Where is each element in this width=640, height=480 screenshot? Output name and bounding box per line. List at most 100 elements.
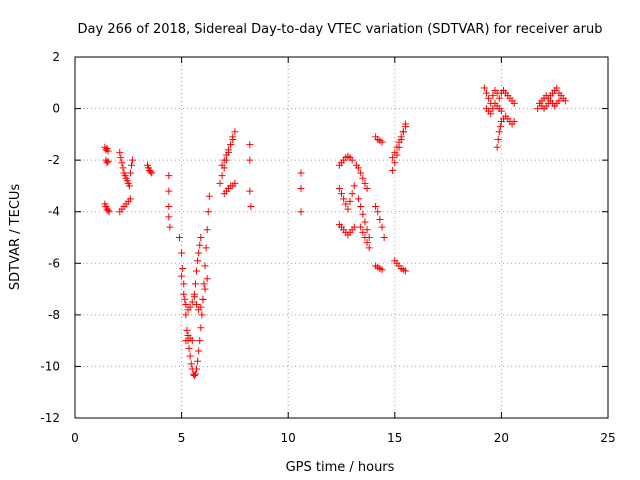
- series-arc-15c: [391, 257, 409, 275]
- data-point: [359, 210, 367, 218]
- series-arc-19.5b: [482, 99, 505, 118]
- data-point: [231, 128, 239, 136]
- series-arc-19.5: [480, 84, 518, 107]
- data-point: [489, 92, 497, 100]
- x-tick-labels: 0 5 10 15 20 25: [71, 431, 615, 445]
- data-point: [555, 97, 563, 105]
- series-arc-14.3b: [372, 203, 388, 241]
- data-point: [363, 185, 371, 193]
- data-point: [193, 267, 201, 275]
- data-point: [191, 280, 199, 288]
- data-point: [125, 182, 133, 190]
- data-point: [193, 365, 201, 373]
- data-point: [182, 337, 190, 345]
- data-point: [182, 301, 190, 309]
- x-tick-label: 25: [600, 431, 615, 445]
- data-point: [201, 262, 209, 270]
- data-point: [229, 136, 237, 144]
- data-point: [201, 285, 209, 293]
- data-point: [222, 151, 230, 159]
- chart-title: Day 266 of 2018, Sidereal Day-to-day VTE…: [78, 22, 603, 37]
- series-arc-1.5c: [101, 200, 113, 216]
- data-point: [195, 347, 203, 355]
- data-points: [101, 84, 569, 379]
- data-point: [344, 205, 352, 213]
- data-point: [510, 99, 518, 107]
- data-point: [225, 146, 233, 154]
- data-point: [194, 357, 202, 365]
- plot-frame: [74, 56, 609, 419]
- data-point: [338, 190, 345, 198]
- data-point: [495, 128, 503, 136]
- series-arc-1.5a: [101, 143, 112, 155]
- data-point: [188, 298, 196, 306]
- data-point: [193, 301, 201, 309]
- series-arc-13.5: [352, 161, 371, 193]
- data-point: [389, 154, 397, 162]
- data-point: [335, 185, 343, 193]
- y-axis-label: SDTVAR / TECUs: [8, 184, 23, 291]
- data-point: [346, 197, 354, 205]
- data-point: [510, 117, 518, 125]
- data-point: [126, 169, 134, 177]
- data-point: [178, 249, 186, 257]
- data-point: [340, 195, 348, 203]
- data-point: [197, 234, 205, 241]
- data-point: [380, 234, 388, 241]
- data-point: [203, 275, 211, 283]
- series-arc-5.6-up: [190, 234, 205, 298]
- data-point: [561, 97, 569, 105]
- series-arc-5-9: [182, 331, 196, 345]
- data-point: [118, 159, 126, 167]
- data-point: [180, 290, 188, 298]
- data-point: [534, 105, 542, 113]
- data-point: [191, 370, 199, 378]
- y-tick-label: -12: [40, 411, 60, 425]
- data-point: [359, 228, 367, 236]
- data-point: [200, 280, 208, 288]
- data-point: [348, 190, 356, 198]
- data-point: [199, 295, 207, 303]
- y-tick-label: -2: [48, 153, 60, 167]
- y-tick-label: 2: [52, 50, 60, 64]
- series-arc-14.3: [372, 133, 386, 146]
- data-point: [389, 166, 397, 174]
- series-arc-1.5b: [102, 156, 112, 167]
- data-point: [182, 311, 190, 319]
- data-point: [195, 249, 203, 257]
- data-point: [485, 94, 493, 102]
- data-point: [202, 244, 210, 252]
- data-point: [104, 147, 112, 155]
- series-arc-3.5: [143, 161, 156, 177]
- data-point: [393, 143, 401, 151]
- data-point: [216, 179, 224, 187]
- data-point: [187, 360, 195, 368]
- series-arc-5-6-w: [178, 272, 211, 314]
- series-arc-13.5c: [357, 223, 373, 252]
- data-point: [497, 107, 505, 115]
- data-point: [348, 156, 356, 164]
- data-point: [378, 266, 386, 274]
- data-point: [104, 206, 112, 214]
- series-arc-12.5: [335, 152, 356, 169]
- x-tick-label: 10: [281, 431, 296, 445]
- data-point: [178, 272, 186, 280]
- data-point: [350, 182, 358, 190]
- data-point: [197, 324, 205, 332]
- data-point: [378, 138, 386, 146]
- data-point: [247, 203, 255, 211]
- data-point: [194, 257, 202, 265]
- data-point: [496, 123, 504, 131]
- data-point: [196, 337, 204, 345]
- y-tick-labels: -12 -10 -8 -6 -4 -2 0 2: [40, 50, 60, 425]
- data-point: [126, 195, 134, 203]
- data-point: [246, 187, 254, 195]
- data-point: [399, 128, 407, 136]
- data-point: [363, 226, 371, 234]
- series-arc-10.6: [297, 169, 305, 216]
- data-point: [117, 154, 125, 162]
- data-point: [397, 133, 405, 141]
- grid-lines: [75, 57, 608, 418]
- data-point: [391, 159, 399, 167]
- series-arc-15b: [389, 123, 409, 162]
